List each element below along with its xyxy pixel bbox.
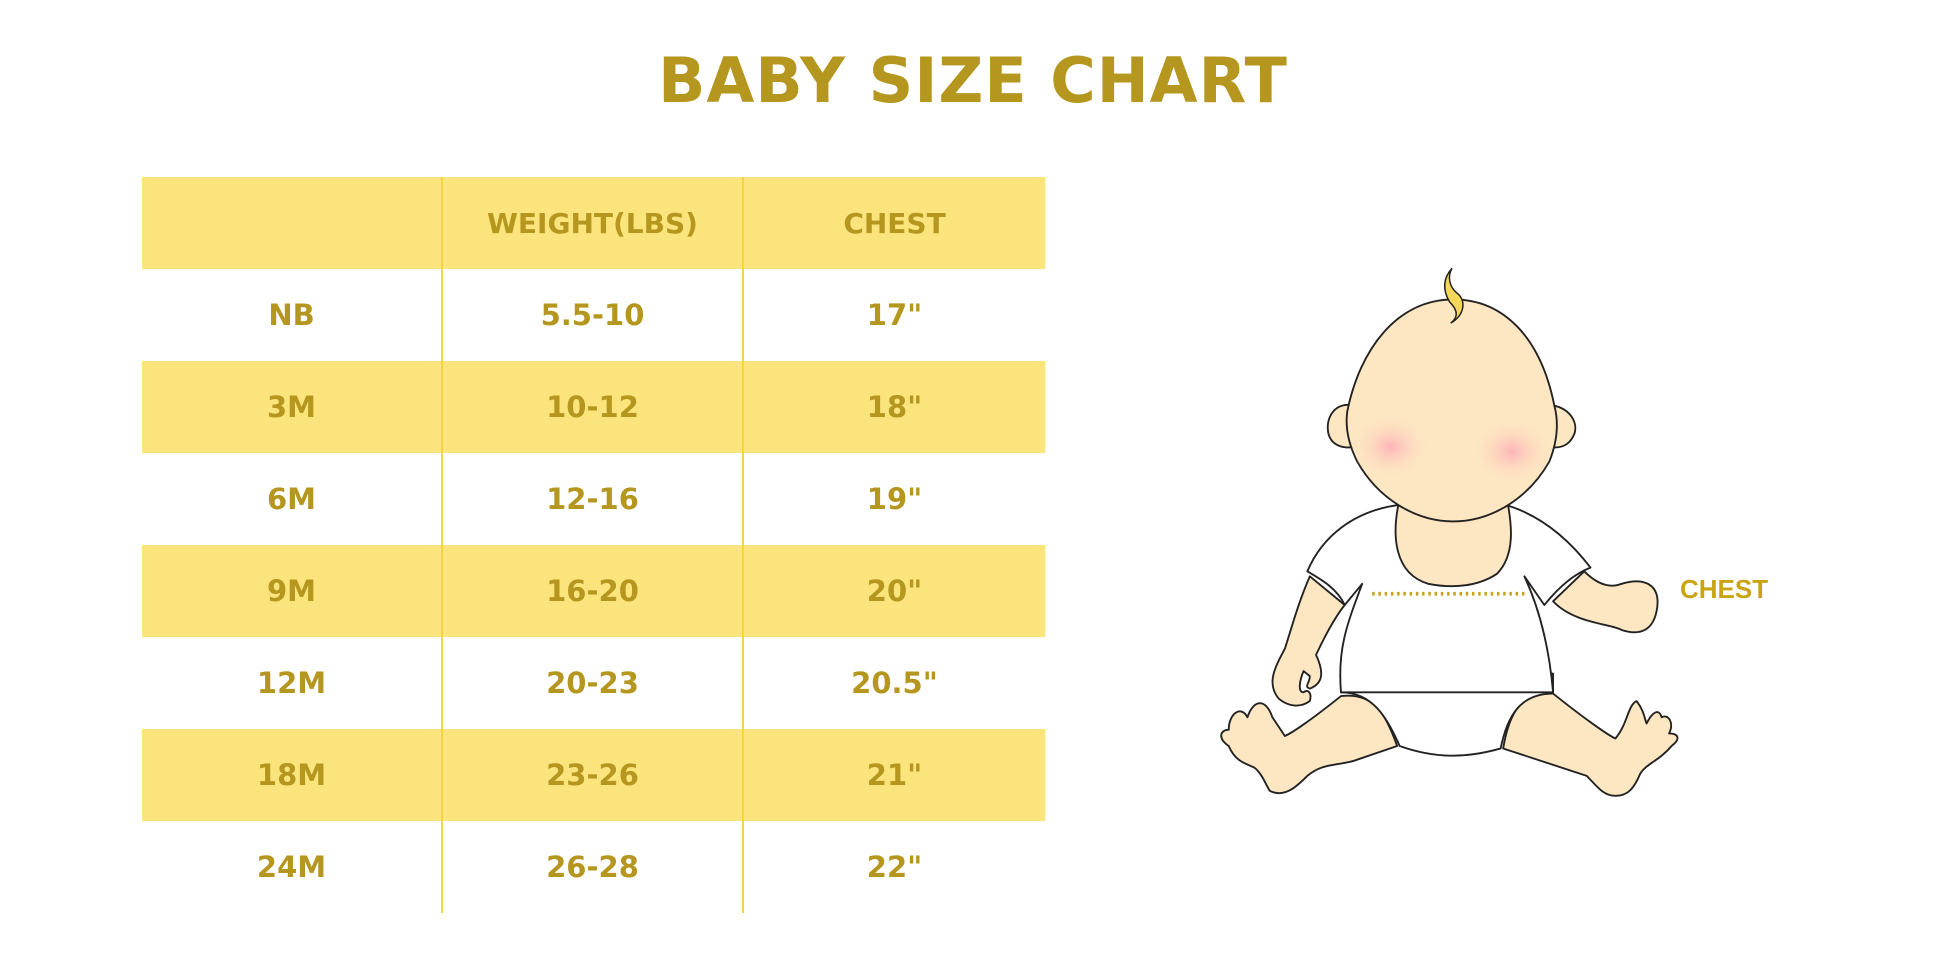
hair-curl <box>1443 267 1464 324</box>
left-leg <box>1220 694 1399 795</box>
onesie-bottom <box>1340 672 1554 757</box>
weight-cell: 26-28 <box>441 821 743 913</box>
left-cheek <box>1350 414 1431 480</box>
table-row: 24M 26-28 22" <box>142 821 1045 913</box>
table-row: 9M 16-20 20" <box>142 545 1045 637</box>
weight-cell: 16-20 <box>441 545 743 637</box>
chest-cell: 17" <box>742 269 1045 361</box>
chest-cell: 20" <box>742 545 1045 637</box>
head <box>1345 298 1558 523</box>
weight-cell: 5.5-10 <box>441 269 743 361</box>
chest-cell: 21" <box>742 729 1045 821</box>
size-cell: 18M <box>142 729 442 821</box>
table-header-row: WEIGHT(LBS) CHEST <box>142 177 1045 269</box>
page-title: BABY SIZE CHART <box>658 44 1288 117</box>
weight-cell: 10-12 <box>441 361 743 453</box>
size-cell: 6M <box>266 482 317 516</box>
neck <box>1394 498 1512 588</box>
table-row: NB 5.5-10 17" <box>142 269 1045 361</box>
table-row: 6M 12-16 19" <box>142 453 1045 545</box>
chest-cell: 20.5" <box>742 637 1045 729</box>
chest-label: CHEST <box>1680 574 1769 604</box>
right-cheek <box>1471 419 1552 485</box>
table-row: 12M 20-23 20.5" <box>142 637 1045 729</box>
onesie <box>1306 504 1592 694</box>
right-leg <box>1502 692 1679 797</box>
size-cell: 3M <box>142 361 442 453</box>
table-row: 3M 10-12 18" <box>142 361 1045 453</box>
size-cell: NB <box>268 298 315 332</box>
size-table: WEIGHT(LBS) CHEST NB 5.5-10 17" 3M 10-12… <box>142 177 1045 913</box>
header-weight: WEIGHT(LBS) <box>441 177 743 269</box>
left-arm <box>1271 575 1346 707</box>
weight-cell: 23-26 <box>441 729 743 821</box>
table-row: 18M 23-26 21" <box>142 729 1045 821</box>
size-cell: 24M <box>256 850 327 884</box>
weight-cell: 12-16 <box>441 453 743 545</box>
header-size <box>142 177 442 269</box>
chest-cell: 22" <box>742 821 1045 913</box>
chest-cell: 19" <box>742 453 1045 545</box>
size-cell: 9M <box>142 545 442 637</box>
right-arm <box>1552 570 1659 634</box>
weight-cell: 20-23 <box>441 637 743 729</box>
header-chest: CHEST <box>742 177 1045 269</box>
size-cell: 12M <box>256 666 327 700</box>
chest-cell: 18" <box>742 361 1045 453</box>
